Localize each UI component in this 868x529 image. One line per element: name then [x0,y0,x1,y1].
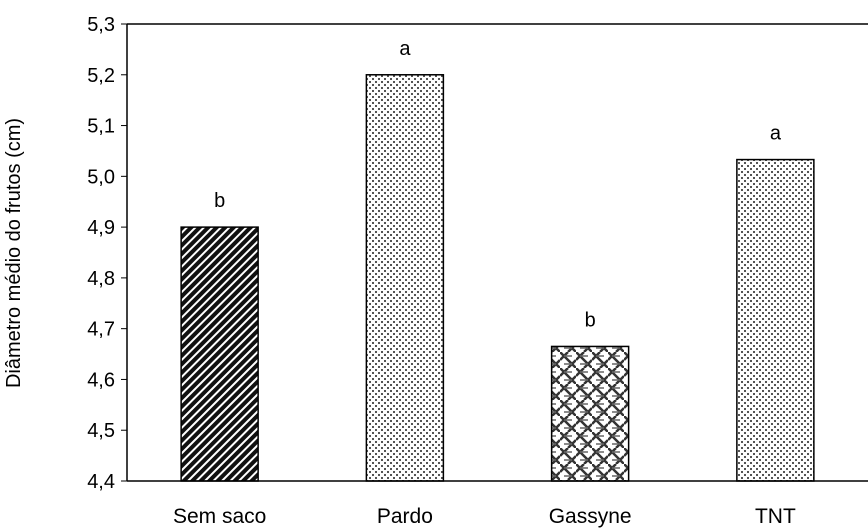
y-tick-label: 5,0 [87,166,115,188]
x-category-label: Pardo [377,505,433,528]
y-tick-label: 5,2 [87,65,115,87]
bar-pardo [365,74,445,482]
y-tick-label: 4,9 [87,217,115,239]
y-tick-label: 5,1 [87,116,115,138]
x-category-label: Sem saco [173,505,266,528]
x-axis-category-labels: Sem saco Pardo Gassyne TNT [173,505,796,528]
y-tick-label: 4,7 [87,319,115,341]
x-category-label: TNT [755,505,796,528]
y-tick-label: 4,8 [87,268,115,290]
bar-gassyne [550,345,630,482]
x-category-label: Gassyne [549,505,632,528]
y-axis-ticks: 4,4 4,5 4,6 4,7 4,8 4,9 5,0 5,1 5,2 5,3 [87,14,127,493]
y-tick-label: 4,4 [87,471,115,493]
data-labels: b a b a [214,38,782,332]
bar-tnt [736,158,815,482]
y-tick-label: 5,3 [87,14,115,36]
y-axis-title: Diâmetro médio do frutos (cm) [3,118,25,388]
bar-significance-label: b [585,309,596,331]
bar-significance-label: b [214,190,225,212]
y-tick-label: 4,6 [87,369,115,391]
bars [180,74,815,482]
bar-significance-label: a [770,123,782,145]
y-tick-label: 4,5 [87,420,115,442]
bar-sem-saco [180,226,259,482]
bar-significance-label: a [399,38,411,60]
